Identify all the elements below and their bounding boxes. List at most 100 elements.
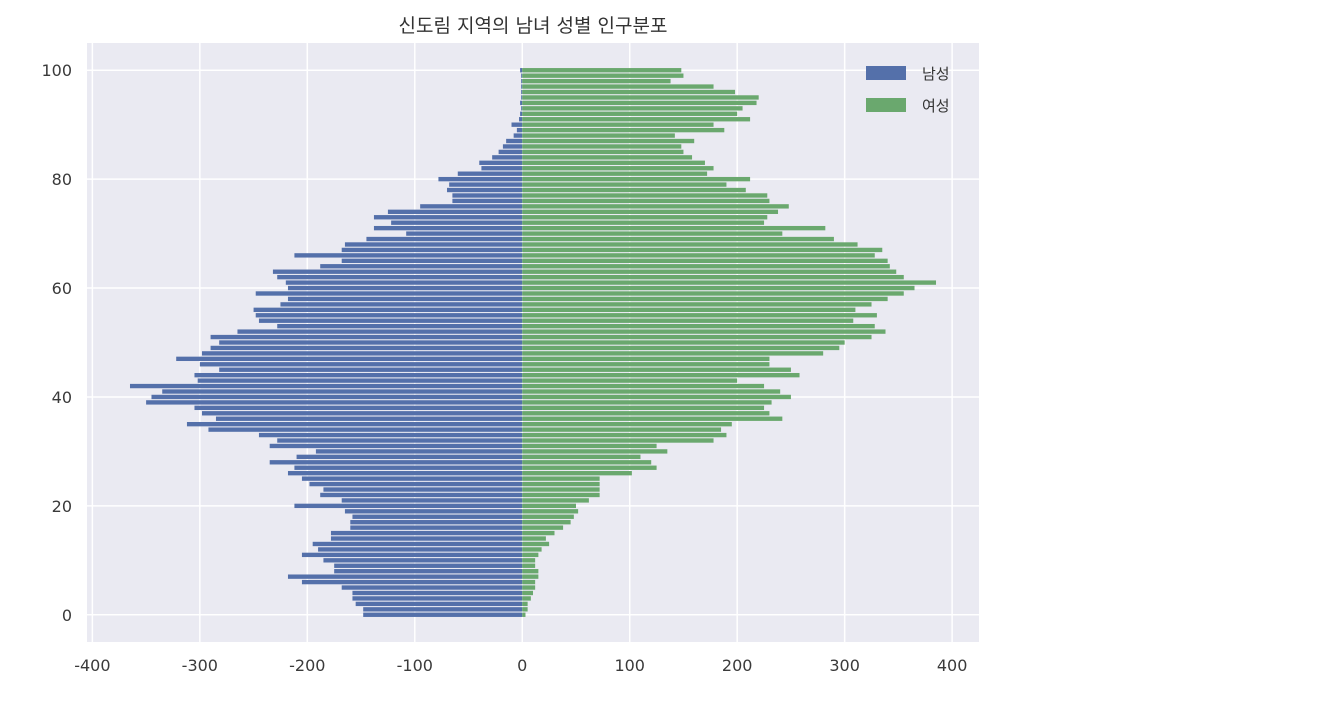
bar-male: [521, 106, 523, 111]
bar-male: [294, 253, 523, 258]
bar-female: [522, 596, 531, 601]
bar-female: [522, 383, 765, 389]
bar-male: [452, 198, 523, 204]
bar-male: [201, 411, 523, 416]
bar-female: [522, 530, 555, 536]
bar-female: [522, 492, 600, 498]
bar-female: [522, 432, 727, 438]
bar-female: [522, 471, 632, 476]
y-tick-label: 20: [52, 497, 72, 516]
bar-female: [522, 438, 714, 443]
male-bars: [129, 68, 523, 617]
bar-male: [215, 416, 523, 421]
legend-label-female: 여성: [922, 97, 950, 115]
bar-female: [522, 345, 840, 351]
bar-female: [522, 541, 550, 547]
bar-female: [522, 100, 757, 106]
bar-female: [522, 552, 539, 558]
bar-female: [522, 340, 845, 345]
bar-female: [522, 247, 883, 253]
bar-male: [255, 291, 523, 296]
bar-female: [522, 563, 536, 568]
bar-male: [129, 383, 523, 389]
bar-female: [522, 334, 872, 340]
bar-male: [341, 498, 523, 503]
bar-female: [522, 367, 791, 372]
bar-female: [522, 547, 542, 552]
bar-female: [522, 182, 727, 187]
bar-male: [194, 372, 523, 378]
bar-male: [258, 318, 523, 323]
bar-male: [520, 68, 523, 73]
bar-male: [506, 138, 523, 144]
bar-male: [330, 530, 523, 536]
bar-female: [522, 253, 875, 258]
bar-male: [521, 95, 523, 100]
bar-male: [502, 144, 523, 149]
bar-male: [479, 160, 523, 165]
bar-female: [522, 514, 574, 519]
bar-female: [522, 89, 736, 95]
female-bars: [522, 68, 937, 617]
bar-male: [481, 166, 523, 171]
bar-female: [522, 400, 772, 405]
bar-male: [277, 438, 523, 443]
bar-male: [323, 558, 523, 563]
bar-female: [522, 558, 536, 563]
bar-female: [522, 362, 770, 367]
bar-male: [521, 89, 523, 95]
bar-male: [520, 100, 523, 106]
legend: 남성 여성: [866, 65, 950, 115]
bar-male: [516, 127, 523, 133]
bar-male: [355, 601, 523, 607]
bar-female: [522, 209, 779, 214]
x-tick-label: 0: [517, 656, 527, 675]
bar-male: [334, 569, 523, 574]
bar-male: [301, 552, 523, 558]
bar-male: [258, 432, 523, 438]
bar-male: [519, 117, 523, 122]
bar-female: [522, 296, 888, 302]
bar-female: [522, 68, 682, 73]
chart-title: 신도림 지역의 남녀 성별 인구분포: [399, 15, 668, 37]
bar-female: [522, 198, 770, 204]
bar-male: [146, 400, 523, 405]
bar-female: [522, 307, 856, 313]
bar-female: [522, 231, 783, 236]
bar-male: [162, 389, 523, 394]
bar-male: [391, 220, 523, 225]
y-tick-label: 60: [52, 279, 72, 298]
bar-male: [363, 612, 523, 617]
bar-male: [511, 122, 523, 127]
bar-male: [352, 514, 523, 519]
x-tick-label: 400: [937, 656, 968, 675]
bar-male: [287, 471, 523, 476]
bar-male: [210, 334, 523, 340]
bar-female: [522, 460, 652, 465]
bar-female: [522, 329, 886, 334]
bar-male: [363, 607, 523, 612]
bar-female: [522, 215, 768, 220]
bar-female: [522, 351, 824, 356]
bar-male: [341, 585, 523, 590]
bar-female: [522, 579, 536, 585]
bar-male: [277, 323, 523, 329]
bar-female: [522, 525, 564, 530]
bar-female: [522, 302, 872, 307]
bar-female: [522, 149, 684, 155]
bar-female: [522, 372, 800, 378]
y-tick-label: 100: [41, 61, 72, 80]
bar-male: [194, 405, 523, 411]
bar-male: [492, 155, 523, 160]
bar-male: [420, 204, 523, 209]
x-tick-label: 300: [829, 656, 860, 675]
bar-female: [522, 601, 528, 607]
bar-female: [522, 454, 641, 460]
bar-female: [522, 536, 546, 541]
x-tick-label: 200: [722, 656, 753, 675]
bar-male: [449, 182, 523, 187]
bar-male: [341, 258, 523, 263]
bar-female: [522, 204, 789, 209]
bar-male: [373, 225, 523, 231]
bar-female: [522, 411, 770, 416]
